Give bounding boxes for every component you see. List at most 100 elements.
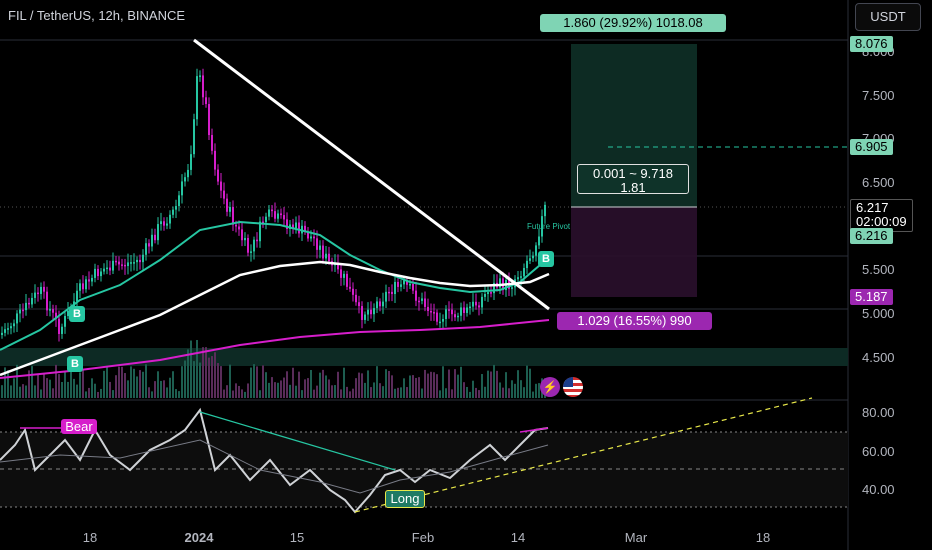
candle <box>85 279 87 290</box>
time-label: 14 <box>510 530 526 545</box>
volume-bar <box>301 390 303 398</box>
candle <box>343 273 345 278</box>
candle <box>247 238 249 253</box>
candle <box>457 315 459 318</box>
candle <box>493 282 495 294</box>
candle <box>517 277 519 280</box>
candle <box>442 319 444 322</box>
volume-bar <box>229 364 231 398</box>
volume-bar <box>64 371 66 398</box>
candle <box>223 190 225 199</box>
volume-bar <box>67 381 69 398</box>
volume-bar <box>82 368 84 398</box>
volume-bar <box>49 379 51 398</box>
volume-bar <box>25 385 27 398</box>
lightning-icon[interactable]: ⚡ <box>540 377 560 397</box>
volume-bar <box>460 366 462 398</box>
candle <box>295 222 297 229</box>
volume-bar <box>271 377 273 398</box>
candle <box>88 279 90 282</box>
volume-bar <box>22 384 24 398</box>
volume-bar <box>88 387 90 398</box>
candle <box>145 243 147 255</box>
volume-bar <box>469 391 471 398</box>
moving-average-green <box>0 220 550 351</box>
volume-bar <box>514 383 516 398</box>
volume-bar <box>85 391 87 398</box>
bear-label: Bear <box>61 419 97 434</box>
candle <box>460 307 462 316</box>
entry-price-tag: 6.216 <box>850 228 893 244</box>
candle <box>412 283 414 291</box>
volume-bar <box>364 382 366 398</box>
candle <box>142 254 144 263</box>
candle <box>169 214 171 224</box>
volume-bar <box>379 383 381 398</box>
volume-bar <box>226 385 228 398</box>
volume-bar <box>286 371 288 398</box>
candle <box>100 271 102 277</box>
volume-bar <box>178 391 180 398</box>
volume-bar <box>391 375 393 398</box>
countdown-timer: 02:00:09 <box>856 214 907 229</box>
candle <box>451 309 453 315</box>
candle <box>262 221 264 224</box>
target-price-tag: 8.076 <box>850 36 893 52</box>
candle <box>253 239 255 252</box>
candle <box>541 216 543 237</box>
candle <box>175 206 177 210</box>
candle <box>16 313 18 324</box>
candle <box>523 268 525 277</box>
volume-bar <box>484 386 486 398</box>
volume-bar <box>538 383 540 398</box>
candle <box>355 294 357 303</box>
volume-bar <box>196 339 198 398</box>
volume-bar <box>115 375 117 398</box>
candle <box>190 154 192 170</box>
risk-reward-range: 0.001 ~ 9.718 <box>593 166 673 181</box>
volume-bar <box>34 385 36 398</box>
volume-bar <box>4 367 6 398</box>
volume-bar <box>256 366 258 398</box>
candle <box>43 286 45 292</box>
candle <box>409 283 411 286</box>
volume-bar <box>334 385 336 398</box>
candle <box>34 292 36 298</box>
candle <box>361 306 363 320</box>
buy-signal-2: B <box>67 356 83 372</box>
candle <box>286 219 288 229</box>
candle <box>37 292 39 295</box>
candle <box>376 301 378 309</box>
candle <box>7 328 9 330</box>
volume-bar <box>346 386 348 398</box>
candle <box>241 229 243 241</box>
candle <box>280 213 282 216</box>
candle <box>535 245 537 256</box>
candle <box>487 292 489 295</box>
volume-bar <box>139 370 141 398</box>
candle <box>484 294 486 297</box>
volume-bar <box>223 389 225 398</box>
candle <box>313 236 315 239</box>
candle <box>433 312 435 314</box>
volume-bar <box>370 387 372 398</box>
candle <box>478 305 480 308</box>
candle <box>103 268 105 272</box>
volume-bar <box>142 371 144 398</box>
volume-bar <box>97 391 99 398</box>
volume-bar <box>52 388 54 398</box>
volume-bar <box>499 382 501 398</box>
volume-bar <box>526 365 528 398</box>
volume-bar <box>310 369 312 398</box>
candle <box>151 234 153 247</box>
future-line-tag: 6.905 <box>850 139 893 155</box>
candle <box>415 290 417 301</box>
candle <box>61 326 63 334</box>
currency-button[interactable]: USDT <box>855 3 921 31</box>
candle <box>304 225 306 232</box>
candle <box>160 221 162 225</box>
long-label: Long <box>385 490 425 508</box>
candle <box>436 312 438 322</box>
us-flag-icon[interactable] <box>563 377 583 397</box>
